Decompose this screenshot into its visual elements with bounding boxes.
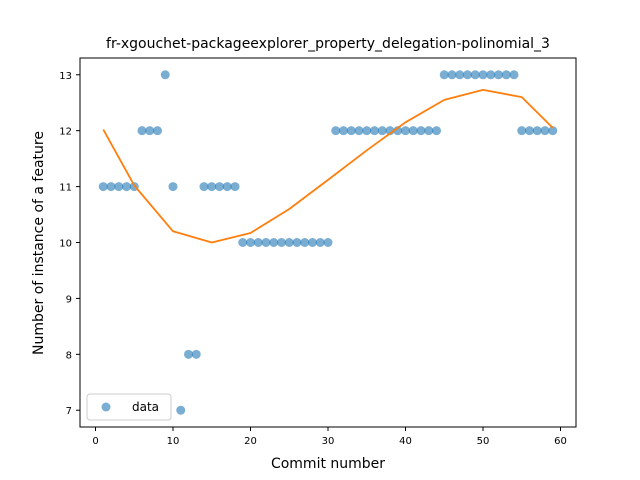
- data-point: [300, 238, 310, 247]
- x-tick-label: 40: [399, 436, 412, 447]
- x-tick-label: 30: [322, 436, 335, 447]
- x-axis-title: Commit number: [271, 456, 385, 472]
- y-tick-label: 13: [59, 71, 72, 82]
- data-point: [478, 70, 488, 80]
- data-point: [432, 126, 441, 136]
- data-point: [269, 238, 279, 247]
- data-point: [137, 126, 147, 136]
- data-point: [439, 70, 449, 80]
- data-point: [463, 70, 472, 80]
- data-point: [277, 238, 286, 247]
- data-point: [199, 182, 209, 192]
- data-point: [548, 126, 558, 136]
- y-tick-label: 12: [59, 127, 72, 138]
- data-point: [447, 70, 457, 80]
- data-point: [323, 238, 333, 247]
- data-point: [114, 182, 124, 192]
- data-point: [470, 70, 480, 80]
- data-point: [346, 126, 356, 136]
- data-point: [486, 70, 496, 80]
- data-point: [168, 182, 178, 192]
- y-tick-label: 9: [66, 294, 72, 305]
- data-point: [253, 238, 263, 247]
- data-point: [540, 126, 550, 136]
- data-point: [261, 238, 271, 247]
- data-point: [339, 126, 348, 136]
- data-point: [191, 349, 201, 359]
- data-point: [284, 238, 294, 247]
- y-tick-label: 10: [59, 239, 72, 250]
- y-axis-title: Number of instance of a feature: [31, 131, 47, 355]
- data-point: [494, 70, 503, 80]
- legend-label-data: data: [132, 400, 159, 414]
- data-point: [401, 126, 410, 136]
- data-point: [246, 238, 255, 247]
- legend: data: [86, 393, 172, 421]
- data-point: [416, 126, 426, 136]
- data-point: [222, 182, 232, 192]
- data-point: [370, 126, 379, 136]
- data-point: [145, 126, 155, 136]
- x-tick-label: 60: [554, 436, 567, 447]
- data-point: [408, 126, 418, 136]
- data-point: [230, 182, 240, 192]
- x-tick-label: 50: [477, 436, 490, 447]
- data-point: [308, 238, 317, 247]
- data-point: [525, 126, 534, 136]
- data-point: [106, 182, 116, 192]
- x-tick-label: 20: [244, 436, 257, 447]
- legend-box: [86, 393, 172, 421]
- data-point: [98, 182, 108, 192]
- data-point: [176, 405, 186, 415]
- data-point: [517, 126, 527, 136]
- legend-marker-data: [101, 402, 111, 412]
- data-point: [509, 70, 519, 80]
- data-point: [292, 238, 302, 247]
- x-tick-label: 0: [92, 436, 98, 447]
- data-point: [153, 126, 162, 136]
- data-point: [424, 126, 434, 136]
- fit-line: [102, 89, 554, 244]
- data-point: [315, 238, 325, 247]
- data-point: [160, 70, 170, 80]
- y-tick-label: 7: [66, 406, 72, 417]
- data-point: [122, 182, 131, 192]
- data-point: [362, 126, 372, 136]
- data-point: [238, 238, 248, 247]
- data-point: [532, 126, 542, 136]
- data-point: [184, 349, 193, 359]
- data-point: [455, 70, 465, 80]
- data-point: [207, 182, 217, 192]
- data-point: [215, 182, 224, 192]
- x-tick-label: 10: [167, 436, 180, 447]
- data-point: [501, 70, 511, 80]
- data-point: [377, 126, 387, 136]
- y-tick-label: 8: [66, 350, 72, 361]
- chart-title: fr-xgouchet-packageexplorer_property_del…: [106, 36, 550, 52]
- data-point: [331, 126, 341, 136]
- data-point: [354, 126, 364, 136]
- plot-area: [98, 70, 558, 415]
- y-tick-label: 11: [59, 183, 72, 194]
